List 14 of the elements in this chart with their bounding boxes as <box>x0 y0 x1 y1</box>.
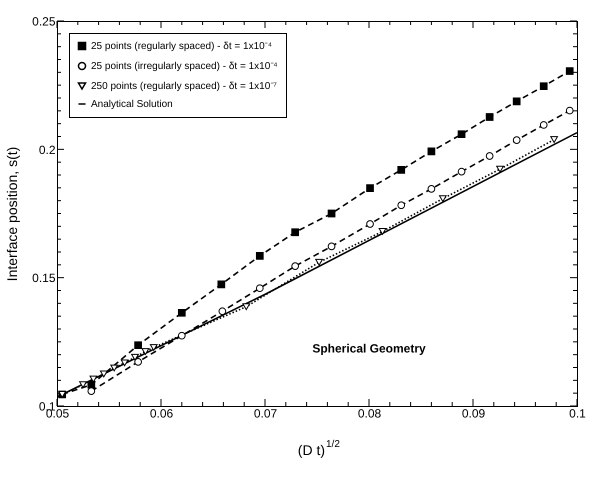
x-tick-label: 0.09 <box>462 406 486 420</box>
y-tick-label: 0.2 <box>38 142 56 157</box>
legend-label: Analytical Solution <box>91 99 173 110</box>
legend-label: 25 points (regularly spaced) - δt = 1x10⁻⁴ <box>91 41 272 52</box>
y-axis-title: Interface position, s(t) <box>4 146 20 282</box>
y-tick-label: 0.25 <box>32 14 56 28</box>
x-tick-label: 0.08 <box>358 406 382 420</box>
x-tick-label: 0.06 <box>150 406 174 420</box>
annotation: Spherical Geometry <box>312 341 426 356</box>
legend-label: 250 points (regularly spaced) - δt = 1x10⁻⁷ <box>91 81 278 92</box>
y-tick-label: 0.15 <box>32 271 56 286</box>
x-tick-label: 0.07 <box>254 406 278 420</box>
legend-label: 25 points (irregularly spaced) - δt = 1x10⁻⁴ <box>91 61 278 72</box>
x-tick-label: 0.1 <box>569 406 586 420</box>
